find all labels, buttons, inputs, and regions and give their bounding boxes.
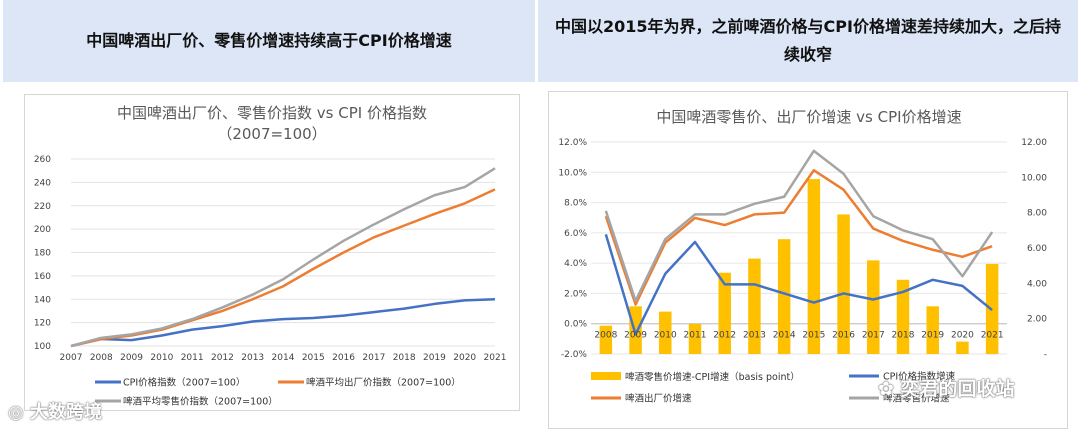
right-bar [659,311,672,354]
right-legend-label: 啤酒出厂价增速 [625,393,692,405]
right-left-y-tick-label: 4.0% [564,259,587,269]
right-x-tick-label: 2009 [624,331,647,341]
right-series-line-2 [604,149,994,303]
right-right-y-tick-label: 2.00 [1027,315,1047,325]
right-series-line-0 [604,234,993,336]
left-x-tick-label: 2021 [484,353,507,363]
left-x-tick-label: 2007 [60,353,83,363]
left-x-tick-label: 2018 [393,353,416,363]
right-bar [926,306,939,354]
left-x-tick-label: 2008 [90,353,113,363]
left-legend-label: CPI价格指数（2007=100） [123,377,245,389]
right-bar [807,179,821,354]
left-x-tick-label: 2010 [150,353,173,363]
right-x-tick-label: 2016 [832,331,855,341]
right-bar [896,279,910,354]
left-series-line-0 [70,298,496,348]
left-chart-frame: 中国啤酒出厂价、零售价指数 vs CPI 价格指数 （2007=100） 100 12… [24,94,520,411]
right-combo-chart: 中国啤酒零售价、出厂价增速 vs CPI价格增速 -2.0% 0.0% 2.0% 4.0… [558,108,1047,405]
right-chart-title: 中国啤酒零售价、出厂价增速 vs CPI价格增速 [656,108,961,126]
left-y-tick-label: 200 [34,225,51,235]
left-y-tick-label: 140 [34,295,51,305]
right-x-tick-label: 2021 [981,331,1004,341]
right-legend-label: CPI价格指数增速 [883,371,956,383]
right-bar [837,214,850,354]
left-x-tick-label: 2016 [332,353,355,363]
right-left-y-tick-label: -2.0% [561,350,588,360]
right-left-y-tick-label: 0.0% [564,320,587,330]
left-y-tick-label: 160 [34,272,51,282]
left-y-tick-label: 260 [34,155,51,165]
right-x-tick-label: 2011 [684,331,707,341]
right-legend-label: 啤酒零售价增速 [883,393,950,405]
right-left-y-tick-label: 12.0% [558,138,587,148]
right-x-tick-label: 2015 [802,331,825,341]
right-bar [956,341,969,354]
left-y-tick-label: 100 [34,342,51,352]
right-right-y-tick-label: - [1044,350,1047,360]
left-line-chart: 中国啤酒出厂价、零售价指数 vs CPI 价格指数 （2007=100） 100 12… [34,104,507,408]
left-series-line-2 [70,167,496,348]
watermark-left: ◎ 大数跨境 [8,402,102,423]
left-chart-title: 中国啤酒出厂价、零售价指数 vs CPI 价格指数 [117,104,427,122]
right-bar [748,258,761,354]
right-bar [867,260,880,354]
left-y-tick-label: 240 [34,178,51,188]
right-x-tick-label: 2008 [594,331,617,341]
right-x-tick-label: 2018 [892,331,915,341]
left-x-tick-label: 2017 [362,353,385,363]
right-legend-label: 啤酒零售价增速-CPI增速（basis point） [625,371,800,383]
watermark-right-text: 奕君的回收站 [900,378,1015,400]
right-chart-frame: 中国啤酒零售价、出厂价增速 vs CPI价格增速 -2.0% 0.0% 2.0% 4.0… [548,91,1068,429]
left-x-tick-label: 2014 [272,353,295,363]
right-panel-header: 中国以2015年为界，之前啤酒价格与CPI价格增速差持续加大，之后持续收窄 [538,0,1078,82]
right-x-tick-label: 2012 [713,331,736,341]
right-left-y-tick-label: 8.0% [564,199,587,209]
left-chart-subtitle: （2007=100） [217,125,326,143]
right-left-y-tick-label: 2.0% [564,289,587,299]
right-bar [777,239,791,354]
left-y-tick-label: 220 [34,202,51,212]
right-x-tick-label: 2017 [862,331,885,341]
right-left-y-tick-label: 10.0% [558,168,587,178]
left-x-tick-label: 2009 [120,353,143,363]
right-x-tick-label: 2013 [743,331,766,341]
right-x-tick-label: 2010 [654,331,677,341]
left-x-tick-label: 2015 [302,353,325,363]
watermark-right: ✿ 奕君的回收站 [878,378,1015,400]
left-x-tick-label: 2020 [453,353,476,363]
left-x-tick-label: 2012 [211,353,234,363]
right-legend-swatch-bars [591,372,621,380]
right-series-line-1 [604,169,993,306]
right-left-y-tick-label: 6.0% [564,229,587,239]
right-right-y-tick-label: 12.00 [1021,138,1047,148]
watermark-left-text: 大数跨境 [29,402,102,423]
left-panel-header: 中国啤酒出厂价、零售价增速持续高于CPI价格增速 [3,0,535,82]
right-right-y-tick-label: 4.00 [1027,279,1047,289]
left-y-tick-label: 180 [34,249,51,259]
right-x-tick-label: 2019 [921,331,944,341]
left-y-tick-label: 120 [34,319,51,329]
left-x-tick-label: 2019 [423,353,446,363]
right-bar [599,325,613,354]
right-right-y-tick-label: 8.00 [1027,209,1047,219]
left-x-tick-label: 2013 [241,353,264,363]
left-legend-label: 啤酒平均零售价指数（2007=100） [123,396,278,408]
right-x-tick-label: 2020 [951,331,974,341]
left-x-tick-label: 2011 [181,353,204,363]
right-right-y-tick-label: 6.00 [1027,244,1047,254]
right-right-y-tick-label: 10.00 [1021,173,1047,183]
right-bar [718,272,731,354]
right-bar [688,323,702,354]
right-x-tick-label: 2014 [773,331,796,341]
left-legend-label: 啤酒平均出厂价指数（2007=100） [306,377,461,389]
